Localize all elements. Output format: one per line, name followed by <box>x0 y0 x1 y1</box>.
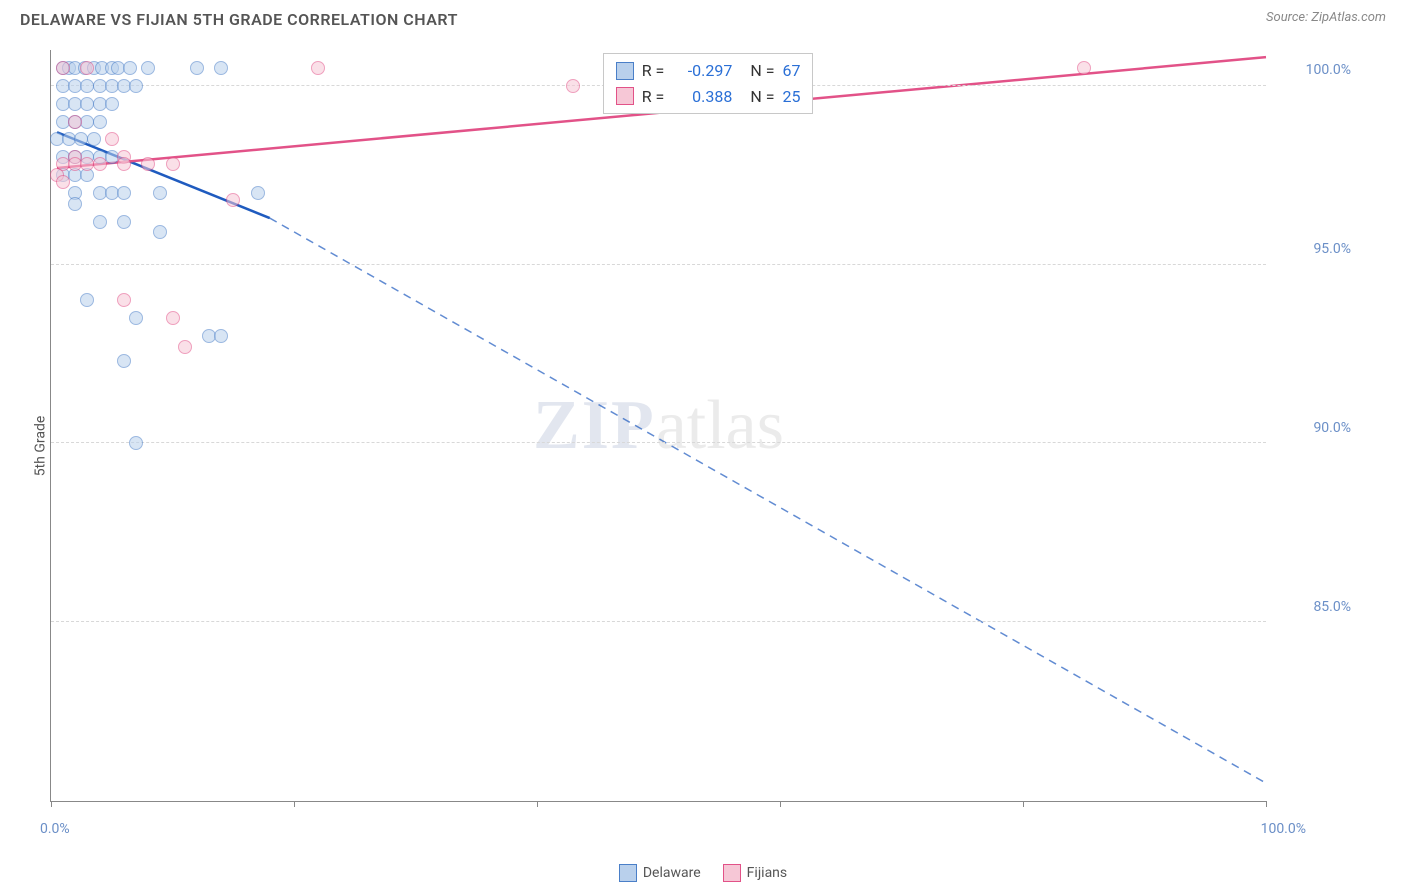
watermark-zip: ZIP <box>533 387 656 464</box>
chart-area: ZIPatlas 85.0%90.0%95.0%100.0% 0.0% 100.… <box>50 50 1366 832</box>
x-tick <box>537 801 538 807</box>
data-point <box>80 61 94 75</box>
watermark-atlas: atlas <box>656 387 784 464</box>
data-point <box>1077 61 1091 75</box>
data-point <box>117 354 131 368</box>
legend-swatch <box>723 864 741 882</box>
data-point <box>251 186 265 200</box>
correlation-stats-box: R = -0.297 N = 67 R = 0.388 N = 25 <box>603 53 814 114</box>
data-point <box>153 225 167 239</box>
data-point <box>105 97 119 111</box>
data-point <box>56 175 70 189</box>
y-axis-title: 5th Grade <box>32 416 48 477</box>
data-point <box>129 436 143 450</box>
r-value: 0.388 <box>672 84 732 110</box>
x-min-label: 0.0% <box>40 821 70 837</box>
data-point <box>87 132 101 146</box>
gridline <box>51 264 1266 265</box>
data-point <box>153 186 167 200</box>
data-point <box>190 61 204 75</box>
legend-item: Fijians <box>723 864 787 882</box>
r-label: R = <box>642 58 665 84</box>
y-tick-label: 100.0% <box>1271 62 1351 78</box>
data-point <box>311 61 325 75</box>
data-point <box>117 186 131 200</box>
x-tick <box>294 801 295 807</box>
stat-swatch <box>616 62 634 80</box>
legend-label: Fijians <box>747 865 787 881</box>
data-point <box>93 115 107 129</box>
data-point <box>141 157 155 171</box>
y-tick-label: 95.0% <box>1271 241 1351 257</box>
stat-row: R = 0.388 N = 25 <box>616 84 801 110</box>
data-point <box>129 79 143 93</box>
source-label: Source: ZipAtlas.com <box>1266 10 1386 25</box>
data-point <box>129 311 143 325</box>
x-tick <box>51 801 52 807</box>
r-value: -0.297 <box>672 58 732 84</box>
data-point <box>123 61 137 75</box>
legend: Delaware Fijians <box>0 864 1406 882</box>
data-point <box>117 293 131 307</box>
data-point <box>166 157 180 171</box>
data-point <box>214 329 228 343</box>
x-tick <box>1266 801 1267 807</box>
trend-lines <box>51 50 1266 801</box>
legend-item: Delaware <box>619 864 701 882</box>
data-point <box>178 340 192 354</box>
y-tick-label: 90.0% <box>1271 420 1351 436</box>
data-point <box>226 193 240 207</box>
stat-swatch <box>616 87 634 105</box>
data-point <box>68 115 82 129</box>
data-point <box>117 157 131 171</box>
data-point <box>93 157 107 171</box>
data-point <box>166 311 180 325</box>
legend-label: Delaware <box>643 865 701 881</box>
watermark: ZIPatlas <box>533 386 784 466</box>
n-label: N = <box>750 84 774 110</box>
data-point <box>105 132 119 146</box>
data-point <box>566 79 580 93</box>
stat-row: R = -0.297 N = 67 <box>616 58 801 84</box>
n-value: 67 <box>783 58 801 84</box>
data-point <box>56 61 70 75</box>
legend-swatch <box>619 864 637 882</box>
r-label: R = <box>642 84 665 110</box>
data-point <box>141 61 155 75</box>
y-tick-label: 85.0% <box>1271 599 1351 615</box>
gridline <box>51 442 1266 443</box>
data-point <box>93 215 107 229</box>
x-max-label: 100.0% <box>1261 821 1306 837</box>
data-point <box>214 61 228 75</box>
x-tick <box>780 801 781 807</box>
chart-title: DELAWARE VS FIJIAN 5TH GRADE CORRELATION… <box>20 10 458 29</box>
plot-area: ZIPatlas <box>50 50 1266 802</box>
n-value: 25 <box>783 84 801 110</box>
gridline <box>51 621 1266 622</box>
n-label: N = <box>750 58 774 84</box>
data-point <box>80 293 94 307</box>
data-point <box>117 215 131 229</box>
x-tick <box>1023 801 1024 807</box>
data-point <box>68 197 82 211</box>
